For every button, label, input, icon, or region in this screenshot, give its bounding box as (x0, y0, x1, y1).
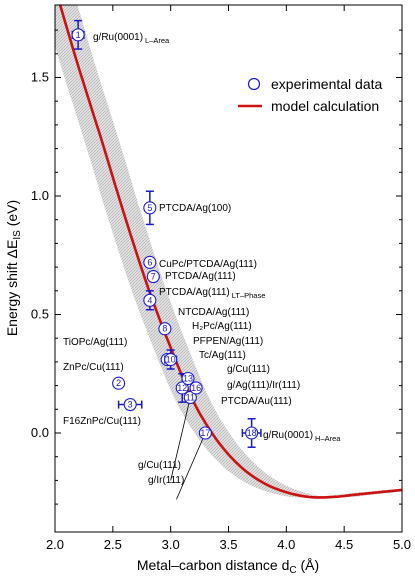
annotation-label: F16ZnPc/Cu(111) (63, 416, 141, 427)
legend-marker-experimental (247, 77, 261, 91)
annotation-label: g/Cu(111) (227, 364, 270, 375)
y-tick-label: 1.5 (31, 70, 49, 85)
data-point (112, 376, 126, 390)
data-point (123, 398, 137, 412)
annotation-label: g/Ir(111) (148, 475, 184, 486)
data-point-label: 11 (186, 392, 195, 402)
axis-ticks: 2.0 2.5 3.0 3.5 4.0 4.5 5.0 0.0 0.5 1.0 1.5 (31, 5, 411, 552)
data-point-label: 17 (200, 428, 210, 438)
model-uncertainty-band (55, 5, 402, 498)
data-point-label: 8 (162, 324, 167, 334)
data-point (198, 426, 212, 440)
leader-line (170, 397, 191, 481)
data-point-label: 1 (76, 30, 81, 40)
x-tick-label: 3.0 (162, 537, 180, 552)
data-point (245, 426, 259, 440)
annotation-label: PTCDA/Au(111) (221, 396, 292, 407)
x-tick-label: 2.0 (46, 537, 64, 552)
y-axis-title: Energy shift ΔEIS (eV) (4, 200, 23, 336)
data-point-label: 5 (147, 203, 152, 213)
legend-label-experimental: experimental data (271, 76, 383, 92)
data-point (143, 293, 157, 307)
annotation-label: PFPEN/Ag(111) (193, 336, 263, 347)
annotation-label: Tc/Ag(111) (199, 350, 246, 361)
data-point (175, 381, 189, 395)
data-point (71, 28, 85, 42)
data-point (164, 352, 178, 367)
annotation-label: g/Cu(111) (138, 460, 181, 471)
data-point-label: 10 (166, 355, 176, 365)
annotation-label: NTCDA/Ag(111) (178, 307, 249, 318)
data-point (181, 371, 195, 386)
data-point-label: 2 (116, 378, 121, 388)
data-point (143, 255, 157, 269)
leader-line (176, 432, 206, 500)
data-point-label: 13 (183, 373, 193, 383)
y-tick-label: 0.5 (31, 307, 49, 322)
x-axis-title: Metal–carbon distance dC (Å) (137, 557, 319, 576)
annotation-label: CuPc/PTCDA/Ag(111) (159, 259, 257, 270)
x-tick-label: 4.5 (335, 537, 353, 552)
x-tick-label: 4.0 (277, 537, 295, 552)
model-curve-layer (58, 5, 402, 499)
data-point-label: 12 (177, 383, 187, 393)
data-point (143, 201, 157, 215)
uncertainty-band (55, 5, 402, 498)
annotation-labels: g/Ru(0001) L–Area PTCDA/Ag(100) CuPc/PTCD… (63, 32, 341, 486)
y-tick-label: 1.0 (31, 188, 49, 203)
annotation-label: PTCDA/Ag(100) (159, 203, 231, 214)
annotation-label: PTCDA/Ag(111) (165, 271, 236, 282)
annotation-label: g/Ru(0001) H–Area (263, 430, 341, 443)
data-point-label: 7 (151, 272, 156, 282)
annotation-label: g/Ru(0001) L–Area (93, 32, 170, 45)
annotation-label: TiOPc/Ag(111) (63, 337, 127, 348)
data-point (183, 390, 197, 405)
x-tick-label: 3.5 (219, 537, 237, 552)
data-point-label: 6 (147, 257, 152, 267)
x-tick-label: 2.5 (104, 537, 122, 552)
leader-lines (170, 397, 206, 500)
data-point-label: 4 (147, 295, 152, 305)
annotation-label: g/Ag(111)/Ir(111) (227, 380, 300, 391)
data-point (158, 322, 172, 336)
legend: experimental data model calculation (238, 76, 383, 114)
model-curve (58, 5, 402, 499)
data-point (189, 381, 203, 395)
data-point (146, 270, 160, 284)
annotation-label: ZnPc/Cu(111) (63, 362, 124, 373)
legend-label-model: model calculation (271, 98, 379, 114)
data-point-label: 16 (191, 383, 201, 393)
x-tick-label: 5.0 (393, 537, 411, 552)
data-points: 12345678910111213161718 (71, 19, 262, 448)
annotation-label: PTCDA/Ag(111) LT–Phase (159, 287, 265, 300)
y-tick-label: 0.0 (31, 425, 49, 440)
annotation-label: H₂Pc/Ag(111) (192, 321, 252, 332)
data-point-label: 18 (247, 428, 257, 438)
data-point-label: 3 (128, 400, 133, 410)
